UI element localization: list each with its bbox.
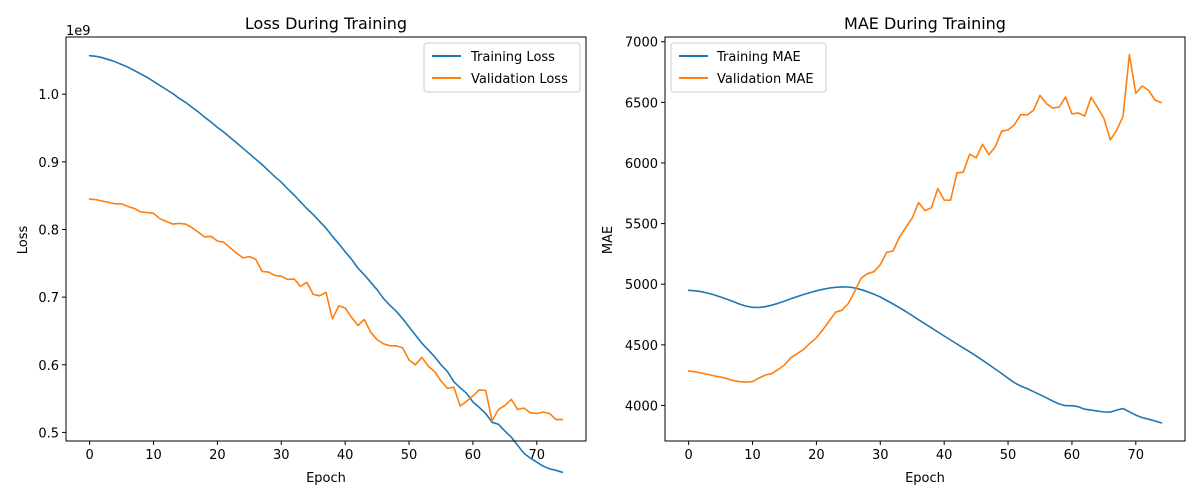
loss-legend-label-validation: Validation Loss: [471, 72, 568, 87]
mae-x-tick-label: 30: [872, 448, 889, 463]
mae-x-tick-label: 50: [1000, 448, 1017, 463]
loss-x-axis-label: Epoch: [306, 471, 346, 486]
mae-y-tick-label: 7000: [625, 36, 658, 51]
mae-series-line-validation: [687, 53, 1163, 383]
loss-x-tick-label: 50: [401, 448, 418, 463]
loss-y-tick-label: 1.0: [38, 88, 59, 103]
loss-y-tick-label: 0.5: [38, 426, 59, 441]
loss-legend-box: [423, 42, 581, 93]
mae-x-tick-label: 20: [808, 448, 825, 463]
loss-chart-panel: Loss During Training 1e9 Epoch Loss 0 10 2…: [16, 14, 587, 486]
loss-legend: Training Loss Validation Loss: [423, 42, 581, 93]
loss-x-tick-label: 10: [145, 448, 162, 463]
loss-x-tick-label: 0: [85, 448, 93, 463]
loss-x-tick-label: 20: [209, 448, 226, 463]
mae-chart-panel: MAE During Training Epoch MAE 0 10 20 30 40 5…: [601, 14, 1186, 486]
loss-y-tick-label: 0.9: [38, 156, 59, 171]
mae-legend-label-training: Training MAE: [716, 50, 801, 65]
mae-legend-label-validation: Validation MAE: [717, 72, 814, 87]
loss-x-tick-label: 40: [337, 448, 354, 463]
loss-legend-label-training: Training Loss: [470, 50, 555, 65]
mae-x-tick-label: 70: [1128, 448, 1145, 463]
mae-y-tick-label: 4000: [625, 399, 658, 414]
mae-y-tick-label: 4500: [625, 339, 658, 354]
loss-y-axis-label: Loss: [16, 226, 31, 255]
mae-axis-ticks: 0 10 20 30 40 50 60 70 4000 4500 5000 5500 6000 6500 7…: [625, 36, 1144, 463]
loss-x-tick-label: 60: [465, 448, 482, 463]
loss-series-line-training: [88, 54, 564, 474]
mae-series-line-training: [687, 286, 1163, 424]
loss-lines: [88, 54, 564, 474]
mae-x-tick-label: 0: [684, 448, 692, 463]
mae-x-tick-label: 10: [744, 448, 761, 463]
loss-x-tick-label: 30: [273, 448, 290, 463]
loss-y-tick-label: 0.6: [38, 359, 59, 374]
mae-y-tick-label: 5000: [625, 278, 658, 293]
mae-y-tick-label: 5500: [625, 218, 658, 233]
loss-y-offset-text: 1e9: [66, 24, 91, 39]
mae-plot-frame: [664, 36, 1186, 442]
loss-series-line-validation: [88, 198, 564, 422]
mae-y-tick-label: 6000: [625, 157, 658, 172]
loss-chart-title: Loss During Training: [245, 14, 407, 33]
loss-x-tick-label: 70: [529, 448, 546, 463]
mae-x-axis-label: Epoch: [905, 471, 945, 486]
mae-lines: [687, 53, 1163, 424]
mae-y-tick-label: 6500: [625, 96, 658, 111]
mae-legend: Training MAE Validation MAE: [670, 42, 827, 93]
mae-chart-title: MAE During Training: [844, 14, 1006, 33]
loss-y-tick-label: 0.8: [38, 223, 59, 238]
mae-x-tick-label: 40: [936, 448, 953, 463]
mae-legend-box: [670, 42, 827, 93]
mae-y-axis-label: MAE: [601, 226, 616, 254]
loss-plot-frame: [65, 36, 587, 442]
loss-y-tick-label: 0.7: [38, 291, 59, 306]
mae-x-tick-label: 60: [1064, 448, 1081, 463]
